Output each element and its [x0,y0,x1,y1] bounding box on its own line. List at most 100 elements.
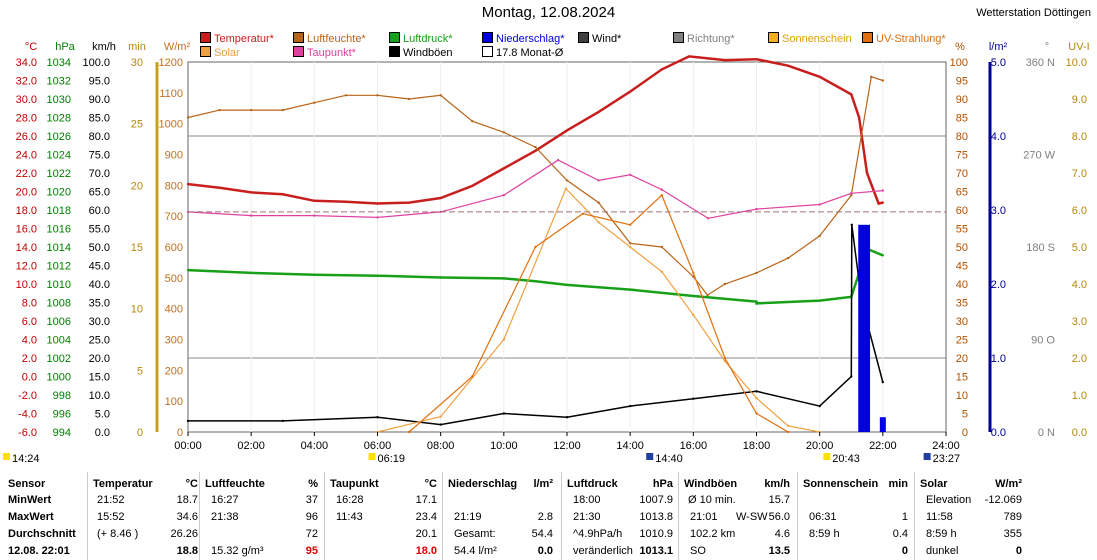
table-value: 1010.9 [639,528,673,540]
table-value: 0 [901,545,908,557]
left-axis-tick: 10.0 [16,279,37,291]
series-point [865,171,869,175]
left-axis-tick: 0.0 [95,427,110,439]
left-axis-tick: 0 [137,427,143,439]
event-label: 23:27 [933,453,961,465]
table-unit: °C [185,478,198,490]
x-tick-label: 04:00 [301,440,329,452]
table-header: Solar [920,478,948,490]
legend-swatch [200,46,211,57]
table-unit: km/h [764,478,790,490]
x-tick-label: 20:00 [806,440,834,452]
left-axis-tick: 24.0 [16,150,37,162]
series-point [565,416,569,419]
left-axis-tick: 8.0 [22,298,37,310]
series-point [660,194,663,197]
rain-bar [879,417,886,432]
right-axis-tick: 8.0 [1072,131,1087,143]
left-axis-tick: 1018 [47,205,71,217]
left-axis-tick: 1006 [47,316,71,328]
table-cell: 15:52 [97,511,125,523]
left-axis-tick: -2.0 [18,390,37,402]
table-cell: ^4.9hPa/h [573,528,623,540]
table-value: 17.1 [415,494,437,506]
series-point [629,288,632,291]
left-axis-tick: 18.0 [16,205,37,217]
right-axis-tick: 2.0 [991,279,1006,291]
event-label: 14:24 [12,453,40,465]
table-value: 1013.1 [639,545,673,557]
table-value: 96 [305,511,318,523]
table-cell: Durchschnitt [8,528,76,540]
left-axis-tick: 6.0 [22,316,37,328]
left-axis-tick: 35.0 [89,298,110,310]
series-point [376,202,379,205]
table-cell: 18:00 [573,494,601,506]
left-axis-unit: hPa [55,41,75,53]
event-icon [3,453,10,460]
left-axis-unit: W/m² [164,41,191,53]
series-point [877,202,880,205]
left-axis-tick: 200 [165,365,183,377]
right-axis-tick: 180 S [1026,242,1055,254]
rain-bar [864,224,871,432]
table-header: Sonnenschein [803,478,879,490]
table-value: 54.4 [531,528,553,540]
left-axis-tick: 1002 [47,353,71,365]
left-axis-tick: 1000 [159,119,183,131]
series-point [471,120,474,123]
series-point [850,223,853,226]
event-icon [823,453,831,460]
table-divider [797,472,798,560]
table-value: 18.8 [176,545,198,557]
series-point [502,194,505,197]
legend-label: Solar [214,47,240,59]
left-axis-tick: 1010 [47,279,71,291]
right-axis-tick: 0 [962,427,968,439]
right-axis-unit: % [955,41,965,53]
left-axis-tick: 16.0 [16,224,37,236]
table-cell: 54.4 l/m² [454,545,497,557]
left-axis-tick: 20.0 [89,353,110,365]
series-point [870,75,873,79]
x-tick-label: 00:00 [174,440,202,452]
right-axis-tick: 65 [956,187,968,199]
right-axis-tick: 10.0 [1066,57,1087,69]
x-tick-label: 08:00 [427,440,455,452]
right-axis-unit: l/m² [989,41,1008,53]
series-point [881,380,884,384]
series-point [755,390,758,393]
series-point [660,188,663,191]
series-point [692,271,695,275]
series-point [250,271,253,275]
table-cell: MaxWert [8,511,54,523]
series-point [565,283,569,287]
series-point [186,116,190,119]
left-axis-tick: 1200 [159,57,183,69]
series-point [881,79,884,82]
table-cell: 21:01 [690,511,718,523]
table-unit: hPa [652,478,673,490]
right-axis-tick: 5 [962,409,968,421]
series-point [755,271,758,275]
series-point [407,97,411,101]
series-point [818,299,821,302]
table-unit: °C [424,478,437,490]
table-cell: 21:38 [211,511,239,523]
left-axis-tick: 10.0 [89,390,110,402]
series-point [818,75,821,79]
left-axis-tick: 2.0 [22,353,37,365]
series-point [850,375,853,378]
right-axis-tick: 5.0 [991,57,1006,69]
series-point [281,193,284,196]
left-axis-tick: 25 [131,119,143,131]
legend-item: Niederschlag* [482,32,564,45]
table-unit: min [888,478,908,490]
table-cell: Gesamt: [454,528,496,540]
legend-swatch [862,32,873,43]
series-point [692,313,695,316]
series-point [687,55,691,58]
series-point [439,415,442,418]
left-axis-tick: 1022 [47,168,71,180]
series-point [755,396,758,400]
